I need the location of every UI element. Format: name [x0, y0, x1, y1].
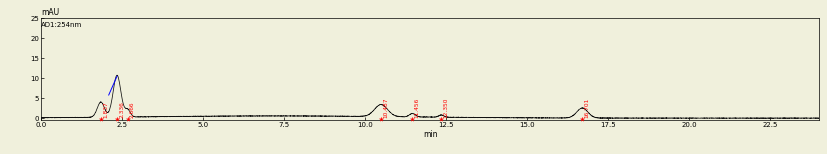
Text: mAU: mAU [41, 8, 60, 17]
Text: 16.701: 16.701 [585, 97, 590, 118]
Text: 2.666: 2.666 [130, 101, 135, 118]
Text: 10.487: 10.487 [383, 97, 389, 118]
X-axis label: min: min [423, 130, 437, 139]
Text: AD1:254nm: AD1:254nm [41, 22, 83, 28]
Text: 11.456: 11.456 [414, 97, 419, 118]
Text: 12.350: 12.350 [443, 97, 448, 118]
Text: 1.837: 1.837 [103, 101, 108, 118]
Text: 2.336: 2.336 [119, 101, 124, 118]
